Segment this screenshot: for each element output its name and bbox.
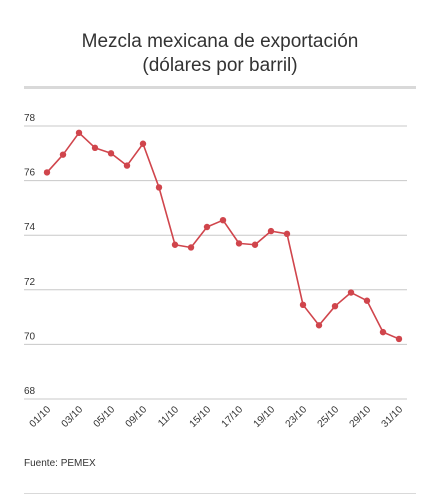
data-point — [155, 184, 163, 191]
data-point — [107, 150, 115, 157]
x-tick-label: 31/10 — [380, 404, 406, 430]
y-tick-label: 70 — [24, 331, 36, 342]
y-tick-label: 76 — [24, 168, 36, 179]
data-point — [315, 322, 323, 329]
data-point — [91, 144, 99, 152]
x-tick-label: 25/10 — [316, 404, 342, 430]
y-tick-label: 74 — [24, 222, 36, 233]
y-tick-label: 72 — [24, 277, 36, 288]
data-point — [219, 216, 227, 224]
chart-title-line-2: (dólares por barril) — [142, 55, 298, 76]
x-tick-label: 15/10 — [188, 404, 214, 430]
chart-title: Mezcla mexicana de exportación (dólares … — [0, 30, 440, 78]
data-point — [43, 169, 51, 176]
data-point — [299, 301, 307, 309]
x-tick-label: 11/10 — [156, 404, 181, 429]
data-point — [363, 297, 371, 304]
data-point — [395, 335, 403, 343]
data-point — [331, 302, 339, 310]
series-line — [46, 132, 400, 340]
source-note: Fuente: PEMEX — [24, 458, 96, 469]
data-point — [251, 241, 259, 248]
x-tick-label: 05/10 — [92, 404, 118, 430]
data-point — [235, 240, 243, 247]
y-tick-label: 78 — [24, 113, 36, 124]
data-point — [347, 289, 355, 296]
data-point — [283, 230, 291, 238]
x-tick-label: 19/10 — [252, 404, 278, 430]
data-point — [171, 241, 179, 248]
data-point — [187, 244, 195, 251]
bottom-divider — [24, 493, 416, 494]
y-tick-label: 68 — [24, 386, 36, 397]
x-tick-label: 23/10 — [284, 404, 310, 430]
x-tick-label: 01/10 — [28, 404, 54, 430]
top-divider — [24, 86, 416, 89]
x-tick-label: 17/10 — [220, 404, 246, 430]
data-point — [267, 227, 275, 235]
data-point — [203, 223, 211, 231]
x-tick-label: 03/10 — [60, 404, 86, 430]
data-point — [139, 140, 147, 147]
x-tick-label: 09/10 — [124, 404, 150, 430]
data-point — [75, 129, 83, 137]
data-point — [123, 162, 131, 169]
data-point — [59, 151, 67, 158]
x-tick-label: 29/10 — [348, 404, 374, 430]
data-point — [379, 328, 387, 336]
chart-title-line-1: Mezcla mexicana de exportación — [81, 31, 359, 52]
